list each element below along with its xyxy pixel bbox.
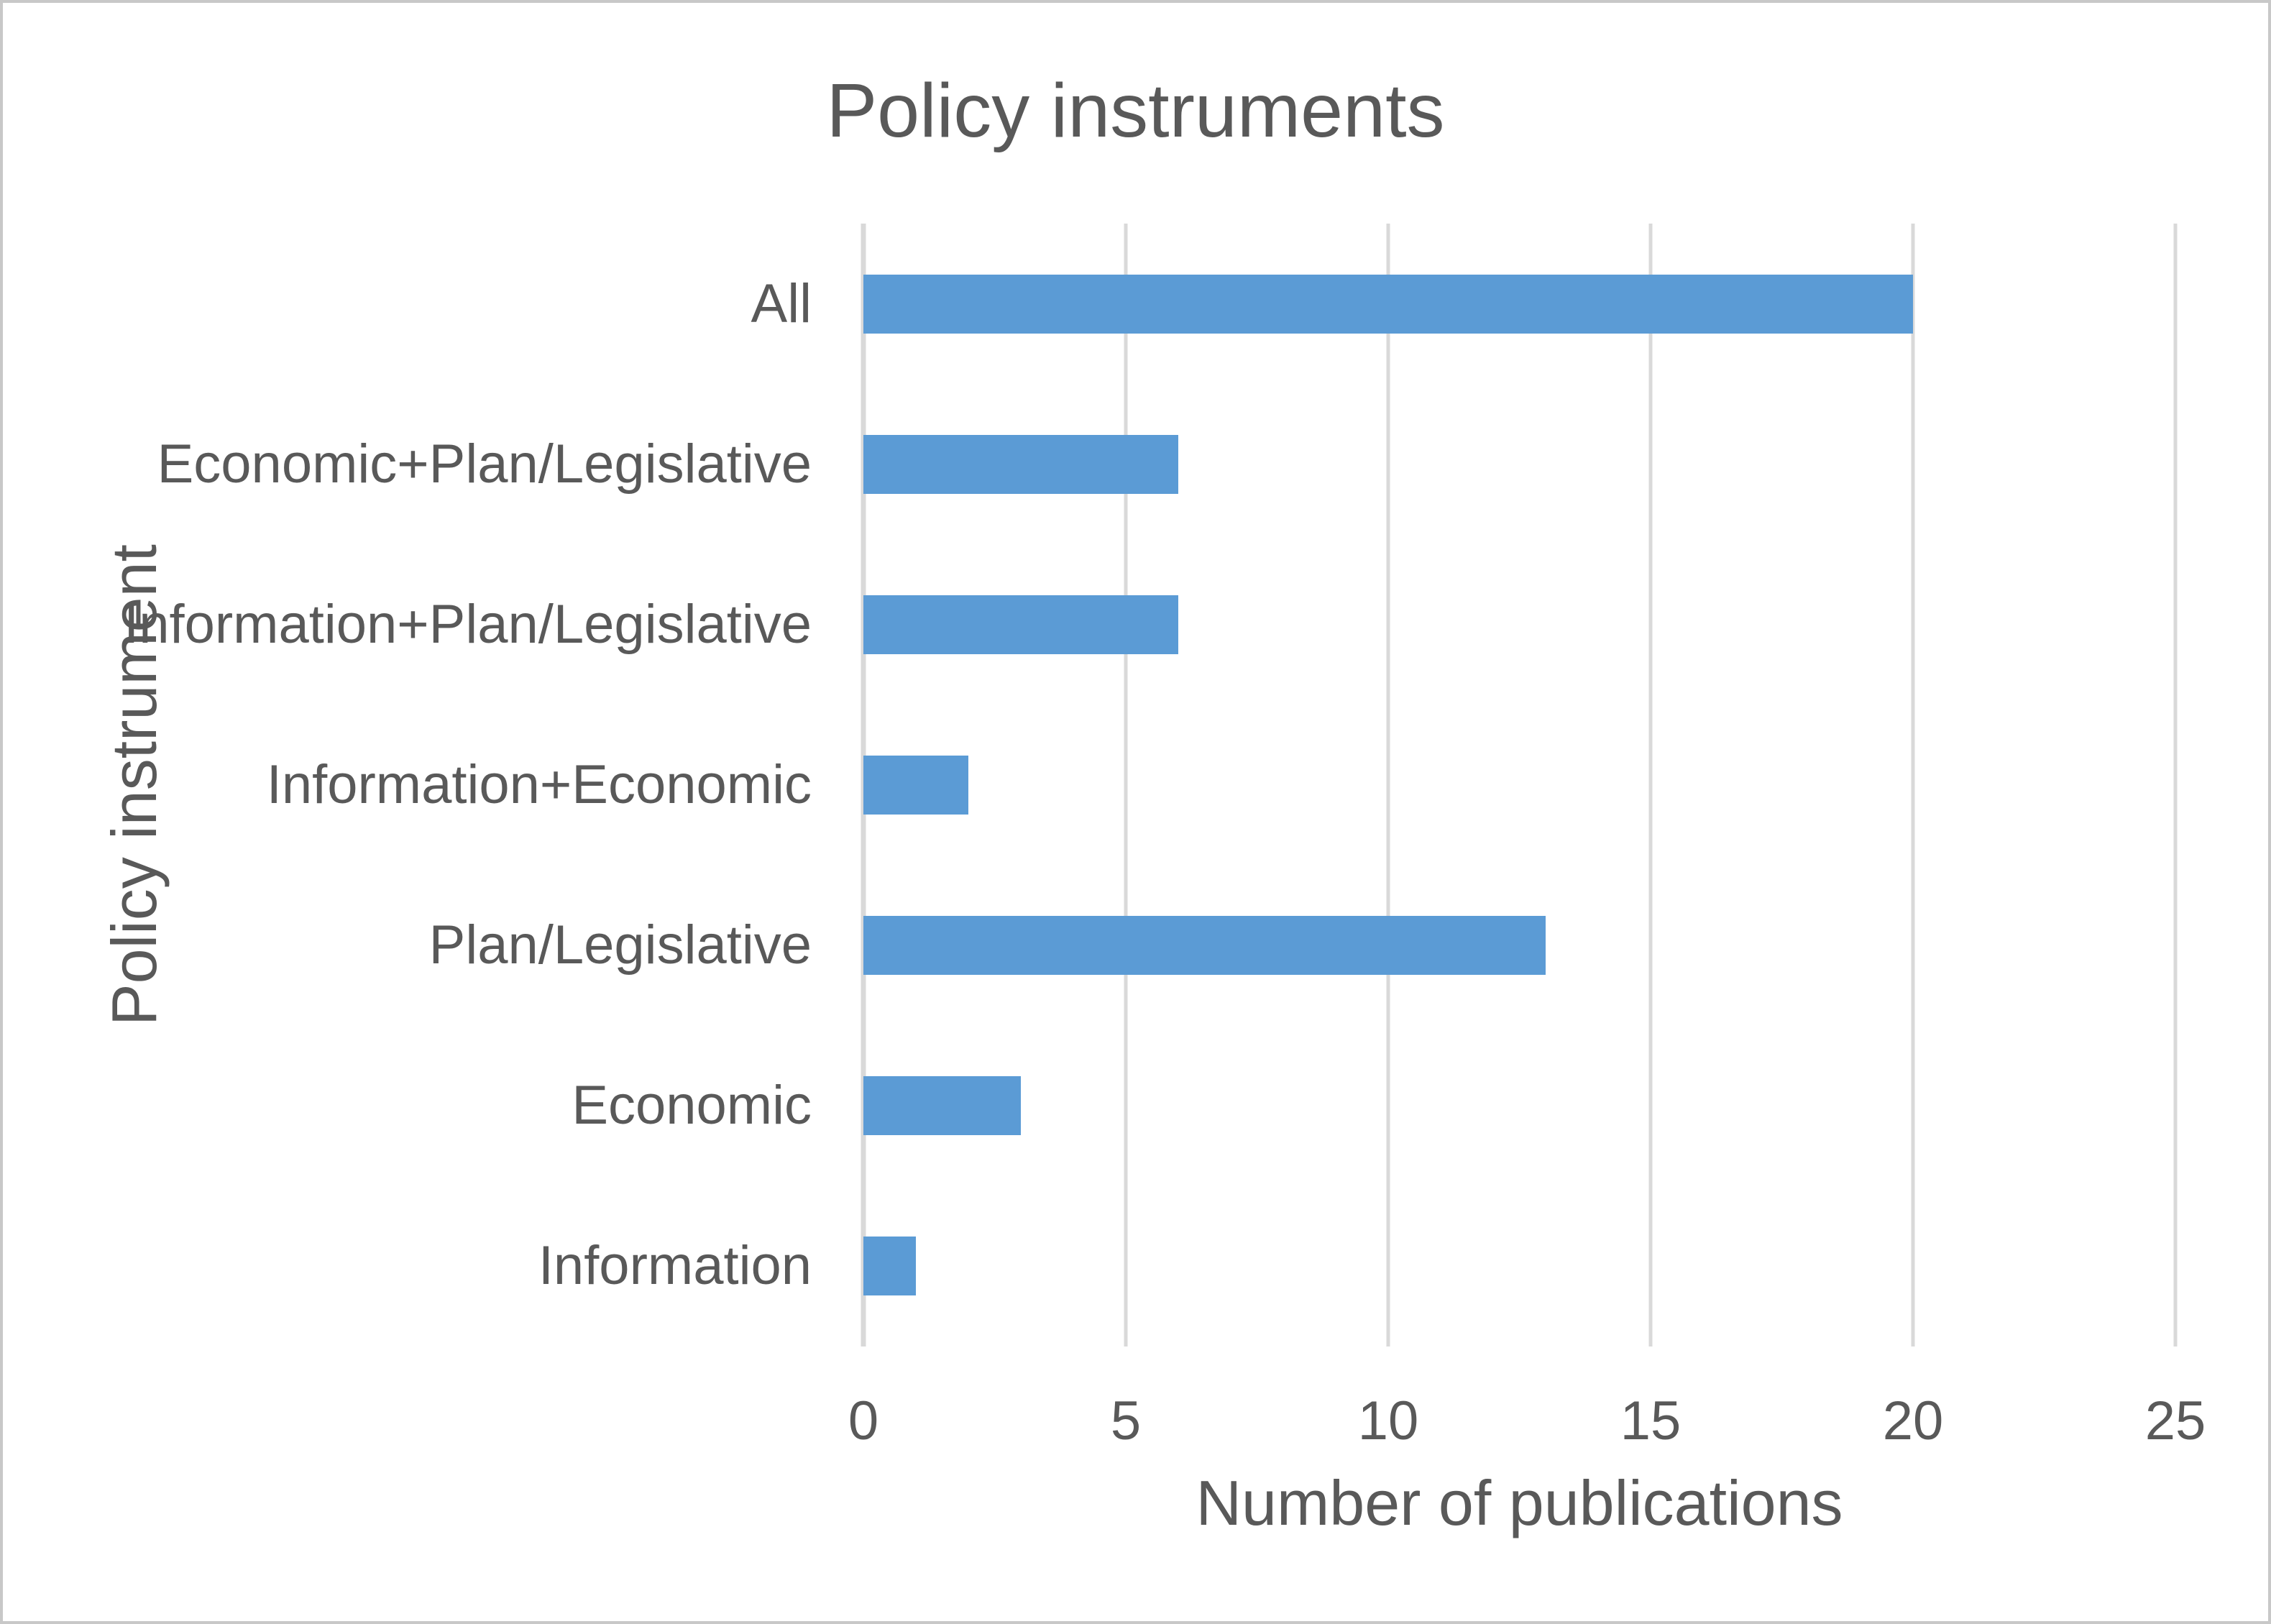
x-tick-label: 0 — [848, 1390, 879, 1451]
bar-row — [863, 224, 2175, 384]
gridline — [1124, 224, 1128, 1347]
bar — [863, 595, 1178, 654]
chart-title: Policy instruments — [826, 68, 1445, 153]
bar — [863, 755, 968, 815]
bar — [863, 1076, 1021, 1136]
bars-layer — [863, 224, 2175, 1347]
x-tick-label: 25 — [2144, 1390, 2206, 1451]
bar — [863, 1237, 916, 1296]
bar — [863, 434, 1178, 494]
gridline — [2173, 224, 2178, 1347]
x-tick-label: 5 — [1110, 1390, 1142, 1451]
plot-area — [861, 224, 2178, 1347]
bar-row — [863, 1186, 2175, 1347]
category-label: All — [751, 272, 812, 334]
bar — [863, 916, 1546, 976]
category-axis-labels: All Economic+Plan/Legislative Information+… — [3, 224, 812, 1347]
x-tick-label: 20 — [1882, 1390, 1944, 1451]
category-label: Economic — [572, 1075, 812, 1137]
category-label: Information+Economic — [266, 753, 812, 815]
gridline — [1386, 224, 1390, 1347]
category-label: Plan/Legislative — [428, 914, 812, 976]
category-label: Information+Plan/Legislative — [124, 593, 812, 655]
bar-row — [863, 1026, 2175, 1186]
gridline — [1648, 224, 1653, 1347]
bar-row — [863, 544, 2175, 705]
category-label: Economic+Plan/Legislative — [157, 433, 812, 495]
x-tick-label: 10 — [1357, 1390, 1419, 1451]
bar — [863, 274, 1913, 334]
x-axis-title: Number of publications — [1196, 1467, 1843, 1538]
category-label: Information — [538, 1235, 812, 1297]
x-axis-ticks: 0 5 10 15 20 25 — [848, 1390, 2206, 1451]
x-tick-label: 15 — [1620, 1390, 1682, 1451]
bar-row — [863, 866, 2175, 1026]
bar-row — [863, 705, 2175, 865]
gridline — [1911, 224, 1915, 1347]
bar-row — [863, 384, 2175, 544]
